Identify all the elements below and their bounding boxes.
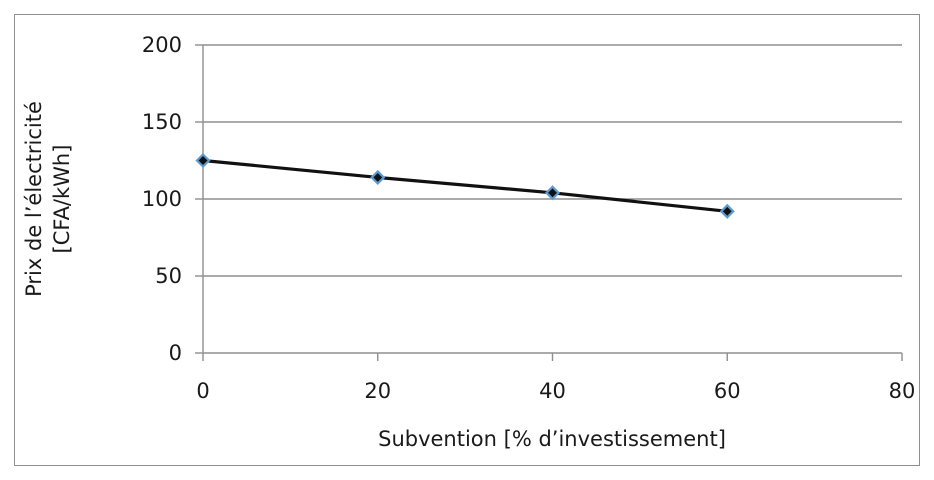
x-tick-label: 20 <box>364 379 391 403</box>
data-point-marker <box>195 152 211 169</box>
y-axis-title-line-1: Prix de l’électricité <box>22 101 46 297</box>
data-point-marker <box>370 169 386 185</box>
y-tick-label: 50 <box>155 264 182 288</box>
y-tick-label: 200 <box>142 33 182 57</box>
y-axis-title: Prix de l’électricité [CFA/kWh] <box>22 101 74 297</box>
axis-layer <box>195 44 903 361</box>
series-line <box>201 158 729 213</box>
y-tick-label: 100 <box>142 187 182 211</box>
data-point-marker <box>719 203 735 219</box>
y-axis-title-line-2: [CFA/kWh] <box>50 145 74 254</box>
y-tick-label: 150 <box>142 110 182 134</box>
x-tick-label: 40 <box>539 379 566 403</box>
x-tick-label: 60 <box>714 379 741 403</box>
data-point-marker <box>544 185 561 201</box>
grid-layer <box>203 44 902 277</box>
x-tick-label: 80 <box>889 379 916 403</box>
x-axis-title: Subvention [% d’investissement] <box>378 427 726 451</box>
x-tick-label: 0 <box>196 379 209 403</box>
series-layer <box>195 152 735 219</box>
chart-frame <box>14 14 920 466</box>
y-tick-label: 0 <box>169 341 182 365</box>
tick-label-layer: 0 50 100 150 200 0 20 40 60 80 <box>142 33 915 403</box>
